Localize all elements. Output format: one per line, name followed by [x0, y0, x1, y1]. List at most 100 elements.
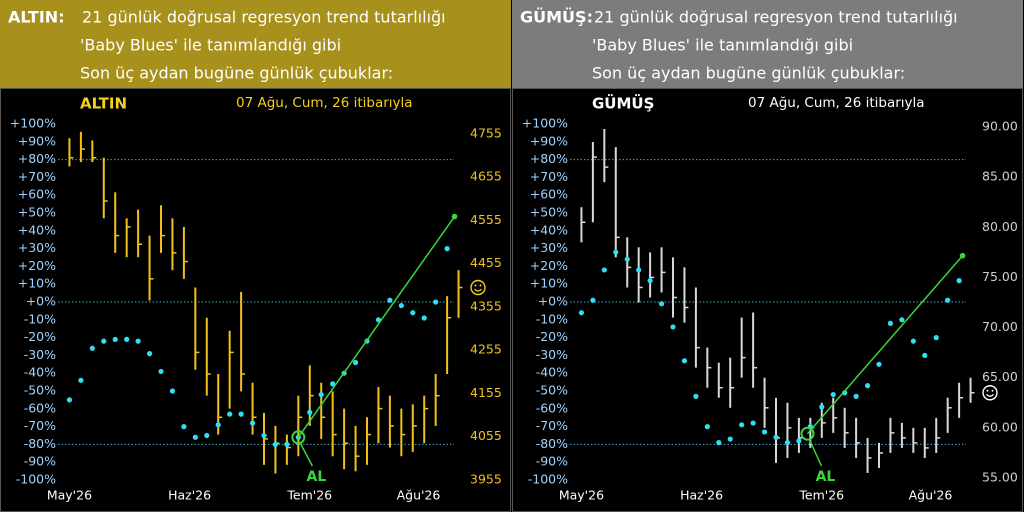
y2-tick-label: 80.00 — [982, 219, 1018, 234]
trend-dot — [658, 301, 665, 307]
y-tick-label: -50% — [536, 383, 568, 398]
y-tick-label: -100% — [528, 472, 568, 487]
trend-dot — [830, 391, 836, 398]
trend-dot — [227, 411, 233, 417]
y-tick-label: -40% — [24, 365, 56, 380]
y2-tick-label: 60.00 — [982, 419, 1018, 434]
smiley-eye — [991, 389, 994, 392]
y-tick-label: +70% — [18, 169, 56, 184]
trend-dot — [704, 424, 710, 430]
y2-tick-label: 4155 — [470, 385, 502, 400]
y-tick-label: -90% — [24, 454, 56, 469]
trend-dot — [876, 361, 882, 367]
y2-tick-label: 65.00 — [982, 369, 1018, 384]
y-tick-label: +90% — [18, 133, 56, 148]
signal-circle — [291, 430, 306, 445]
header-line: 21 günlük doğrusal regresyon trend tutar… — [82, 8, 446, 27]
x-tick-label: May'26 — [47, 488, 92, 503]
panel: ALTIN: 21 günlük doğrusal regresyon trend… — [0, 0, 511, 512]
trend-dot — [307, 409, 313, 415]
y2-tick-label: 90.00 — [982, 119, 1018, 134]
y-tick-label: -10% — [536, 311, 568, 326]
y-tick-label: +90% — [530, 133, 568, 148]
trend-dot — [112, 336, 118, 342]
y-tick-label: -100% — [16, 472, 56, 487]
x-tick-label: Ağu'26 — [909, 488, 953, 503]
smiley-face — [470, 279, 486, 296]
trend-dot — [590, 297, 596, 303]
y2-tick-label: 85.00 — [982, 169, 1018, 184]
y-tick-label: +10% — [530, 276, 568, 291]
header-line: Son üç aydan bugüne günlük çubuklar: — [592, 64, 905, 83]
trend-dot — [727, 436, 733, 442]
trend-dot — [124, 336, 130, 342]
header-line: 'Baby Blues' ile tanımlandığı gibi — [80, 36, 341, 55]
trend-dot — [784, 440, 791, 446]
y2-tick-label: 55.00 — [982, 469, 1018, 484]
x-tick-label: May'26 — [559, 488, 604, 503]
trend-dot — [215, 422, 221, 428]
y2-tick-label: 4055 — [470, 428, 502, 443]
trend-dot — [578, 310, 585, 316]
trend-dot — [261, 432, 267, 439]
trend-dot — [146, 351, 153, 357]
trend-line — [806, 255, 964, 435]
trend-end-dot — [451, 213, 458, 220]
trend-dot — [933, 335, 939, 341]
y-tick-label: +20% — [530, 258, 568, 273]
y2-tick-label: 4655 — [470, 169, 502, 184]
signal-label: AL — [816, 469, 836, 485]
chart-subtitle: 07 Ağu, Cum, 26 itibarıyla — [236, 95, 413, 111]
y2-tick-label: 4555 — [470, 212, 502, 227]
trend-dot — [78, 377, 84, 383]
smiley-eye — [986, 389, 989, 392]
trend-dot — [387, 297, 393, 303]
header-label: GÜMÜŞ: — [520, 8, 593, 27]
y-tick-label: -70% — [24, 418, 56, 433]
trend-dot — [398, 302, 404, 309]
trend-dot — [101, 338, 107, 344]
y-tick-label: -80% — [24, 436, 56, 451]
smiley-mouth — [474, 288, 482, 292]
trend-dot — [693, 393, 699, 399]
y-tick-label: +50% — [18, 205, 56, 220]
y2-tick-label: 4355 — [470, 298, 502, 313]
y-tick-label: +0% — [538, 294, 568, 309]
trend-dot — [169, 388, 176, 394]
trend-dot — [433, 299, 439, 305]
trend-dot — [899, 317, 905, 323]
signal-circle — [800, 426, 815, 441]
trend-dot — [910, 338, 916, 344]
y-tick-label: -90% — [536, 454, 568, 469]
signal-pointer — [299, 442, 313, 467]
trend-dot — [249, 420, 256, 426]
y2-tick-label: 4755 — [470, 125, 502, 140]
trend-dot — [922, 352, 928, 358]
trend-dot — [956, 278, 962, 284]
trend-dot — [613, 249, 619, 255]
header-line: 'Baby Blues' ile tanımlandığı gibi — [592, 36, 853, 55]
y-tick-label: -10% — [24, 311, 56, 326]
trend-dot — [864, 383, 871, 389]
x-tick-label: Tem'26 — [286, 488, 332, 503]
trend-dot — [681, 358, 688, 364]
y-tick-label: +70% — [530, 169, 568, 184]
y-tick-label: +60% — [18, 187, 56, 202]
chart-subtitle: 07 Ağu, Cum, 26 itibarıyla — [748, 95, 925, 111]
trend-dot — [739, 422, 745, 428]
y-tick-label: +0% — [26, 294, 56, 309]
chart-background — [512, 88, 1023, 512]
trend-dot — [318, 391, 324, 398]
y2-tick-label: 3955 — [470, 472, 502, 487]
x-tick-label: Haz'26 — [168, 488, 211, 503]
trend-end-dot — [959, 252, 966, 259]
trend-dot — [647, 278, 653, 284]
y2-tick-label: 75.00 — [982, 269, 1018, 284]
y-tick-label: -50% — [24, 383, 56, 398]
y-tick-label: -80% — [536, 436, 568, 451]
x-tick-label: Tem'26 — [798, 488, 844, 503]
trend-dot — [761, 429, 768, 435]
smiley-face — [982, 385, 998, 401]
y2-tick-label: 4455 — [470, 255, 502, 270]
